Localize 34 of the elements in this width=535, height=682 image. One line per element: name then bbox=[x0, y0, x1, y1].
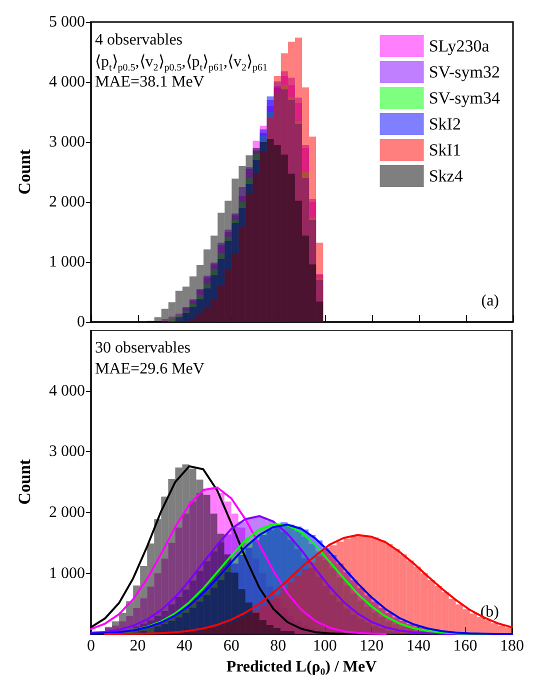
y-tick-label: 1 000 bbox=[49, 254, 85, 270]
y-tick-label: 2 000 bbox=[49, 504, 85, 521]
annotation: (a) bbox=[481, 292, 500, 310]
x-tick-label: 80 bbox=[270, 638, 286, 655]
legend-label: SkI2 bbox=[428, 114, 461, 134]
annotation: MAE=38.1 MeV bbox=[95, 74, 205, 90]
y-tick-label: 5 000 bbox=[49, 14, 85, 30]
legend-label: SkI1 bbox=[428, 140, 461, 160]
y-axis-title: Count bbox=[15, 148, 34, 195]
x-tick-label: 60 bbox=[223, 638, 240, 655]
y-tick-label: 3 000 bbox=[49, 443, 85, 460]
annotation: 4 observables bbox=[95, 32, 183, 48]
y-tick-label: 3 000 bbox=[49, 134, 85, 150]
x-tick-label: 100 bbox=[312, 638, 337, 655]
y-axis-title: Count bbox=[15, 459, 34, 505]
y-tick-label: 1 000 bbox=[49, 564, 85, 582]
x-tick-label: 40 bbox=[176, 638, 193, 655]
x-tick-label: 120 bbox=[360, 638, 384, 655]
y-tick-label: 0 bbox=[77, 314, 85, 330]
annotation: (b) bbox=[480, 604, 499, 620]
legend-label: SV-sym34 bbox=[428, 88, 500, 108]
y-tick-label: 4 000 bbox=[49, 74, 85, 90]
y-tick-label: 4 000 bbox=[49, 382, 85, 400]
x-tick-label: 180 bbox=[500, 638, 524, 655]
legend-label: SV-sym32 bbox=[428, 62, 500, 82]
x-tick-label: 160 bbox=[453, 638, 478, 655]
x-axis-title: Predicted L(ρ₀) / MeV bbox=[226, 658, 378, 676]
y-tick-label: 2 000 bbox=[49, 194, 85, 210]
x-tick-label: 140 bbox=[406, 638, 430, 655]
legend-label: SLy230a bbox=[428, 36, 490, 56]
legend-label: Skz4 bbox=[428, 166, 464, 186]
annotation: 30 observables bbox=[95, 340, 191, 356]
annotation: MAE=29.6 MeV bbox=[95, 360, 205, 378]
x-tick-label: 20 bbox=[130, 638, 146, 655]
